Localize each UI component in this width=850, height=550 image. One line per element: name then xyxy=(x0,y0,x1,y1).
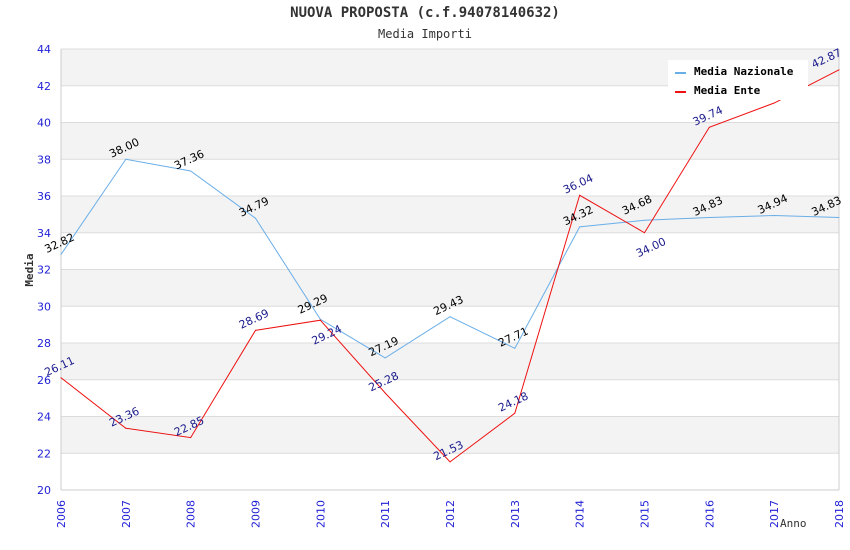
data-label: 28.69 xyxy=(237,307,271,332)
data-point xyxy=(773,102,775,104)
legend-box xyxy=(668,60,808,100)
data-point xyxy=(255,217,256,219)
grid-band xyxy=(61,122,839,160)
data-point xyxy=(449,461,451,463)
legend-swatch xyxy=(675,91,686,93)
x-tick-label: 2015 xyxy=(639,500,652,528)
series-line-media-nazionale xyxy=(60,158,840,359)
x-tick-label: 2010 xyxy=(314,500,327,528)
x-tick-label: 2009 xyxy=(250,500,263,528)
data-label: 24.18 xyxy=(496,389,530,414)
data-point xyxy=(644,219,645,221)
data-point xyxy=(125,427,127,429)
data-point xyxy=(773,214,775,216)
data-point xyxy=(838,69,840,71)
y-tick-label: 44 xyxy=(37,43,51,56)
y-tick-label: 24 xyxy=(37,411,51,424)
x-tick-label: 2016 xyxy=(703,500,716,528)
data-label: 34.00 xyxy=(634,235,668,260)
x-tick-label: 2013 xyxy=(509,500,522,528)
grid-lines xyxy=(61,48,839,491)
y-tick-label: 28 xyxy=(37,337,51,350)
y-tick-label: 40 xyxy=(37,117,51,130)
x-tick-label: 2011 xyxy=(379,500,392,528)
data-point xyxy=(514,347,516,349)
data-point xyxy=(708,126,710,128)
grid-band xyxy=(61,416,839,454)
x-tick-label: 2017 xyxy=(768,500,781,528)
y-ticks: 20 22 24 26 28 30 32 34 36 38 40 42 44 xyxy=(37,43,51,497)
y-tick-label: 30 xyxy=(37,300,51,313)
grid-band xyxy=(61,343,839,380)
series-lines xyxy=(60,69,840,463)
x-tick-label: 2006 xyxy=(55,500,68,528)
legend: Media Nazionale Media Ente xyxy=(668,60,808,100)
legend-swatch xyxy=(675,72,686,74)
grid-band xyxy=(61,196,839,233)
y-tick-label: 36 xyxy=(37,190,51,203)
x-tick-label: 2014 xyxy=(574,500,587,528)
y-tick-label: 42 xyxy=(37,80,51,93)
data-point xyxy=(384,357,386,359)
data-point xyxy=(579,194,581,196)
legend-label: Media Nazionale xyxy=(694,65,794,78)
x-axis-label: Anno xyxy=(780,517,807,530)
x-tick-label: 2008 xyxy=(185,500,198,528)
y-tick-label: 20 xyxy=(37,484,51,497)
x-tick-label: 2018 xyxy=(833,500,846,528)
y-tick-label: 22 xyxy=(37,447,51,460)
data-point xyxy=(190,170,192,172)
data-point xyxy=(60,377,62,379)
data-point xyxy=(644,232,645,234)
data-point xyxy=(60,253,62,255)
data-point xyxy=(190,437,192,439)
data-point xyxy=(579,226,581,228)
grid-band xyxy=(61,269,839,307)
data-point xyxy=(708,216,710,218)
data-point xyxy=(838,216,840,218)
axes xyxy=(60,49,840,491)
x-tick-label: 2012 xyxy=(444,500,457,528)
y-tick-label: 38 xyxy=(37,153,51,166)
data-point xyxy=(319,319,321,321)
legend-label: Media Ente xyxy=(694,84,761,97)
data-label: 36.04 xyxy=(561,172,595,197)
data-point xyxy=(449,316,451,318)
data-point xyxy=(514,412,516,414)
y-axis-label: Media xyxy=(23,253,36,286)
x-tick-label: 2007 xyxy=(120,500,133,528)
chart-title: NUOVA PROPOSTA (c.f.94078140632) xyxy=(290,5,560,21)
y-tick-label: 26 xyxy=(37,374,51,387)
x-ticks: 2006 2007 2008 2009 2010 2011 2012 2013 2014 2015… xyxy=(55,500,846,528)
y-tick-label: 34 xyxy=(37,227,51,240)
data-point xyxy=(255,329,256,331)
data-point xyxy=(319,318,321,320)
data-point xyxy=(125,158,127,160)
y-tick-label: 32 xyxy=(37,264,51,277)
chart-subtitle: Media Importi xyxy=(378,27,472,41)
grid-bands xyxy=(61,49,839,454)
data-point xyxy=(384,392,386,394)
